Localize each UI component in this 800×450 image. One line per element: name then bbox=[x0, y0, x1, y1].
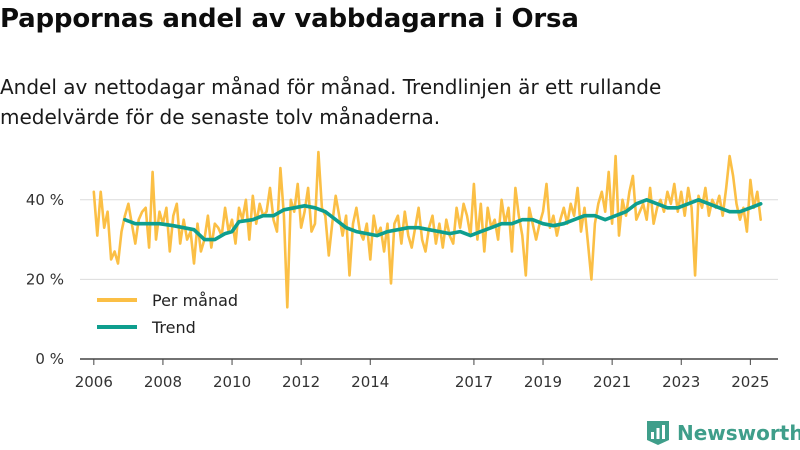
y-axis: 0 % 20 % 40 % bbox=[26, 191, 64, 368]
x-tick-label: 2010 bbox=[213, 373, 251, 391]
y-tick-label: 0 % bbox=[35, 350, 64, 368]
y-tick-label: 20 % bbox=[26, 270, 64, 288]
x-tick-label: 2023 bbox=[662, 373, 700, 391]
x-tick-label: 2021 bbox=[593, 373, 631, 391]
brand[interactable]: Newsworthy bbox=[645, 420, 800, 446]
legend-label-trend: Trend bbox=[151, 318, 196, 337]
series-line-trend bbox=[123, 198, 763, 242]
x-tick-label: 2012 bbox=[282, 373, 320, 391]
legend: Per månad Trend bbox=[97, 291, 238, 337]
chart-title: Pappornas andel av vabbdagarna i Orsa bbox=[0, 4, 579, 34]
brand-name: Newsworthy bbox=[677, 421, 800, 445]
chart-subtitle: Andel av nettodagar månad för månad. Tre… bbox=[0, 75, 662, 129]
x-tick-label: 2014 bbox=[351, 373, 389, 391]
x-tick-label: 2008 bbox=[144, 373, 182, 391]
series-line-monthly bbox=[92, 150, 762, 309]
newsworthy-logo-icon bbox=[647, 421, 669, 445]
legend-label-monthly: Per månad bbox=[152, 291, 238, 310]
x-tick-label: 2019 bbox=[524, 373, 562, 391]
y-tick-label: 40 % bbox=[26, 191, 64, 209]
chart-area: 0 % 20 % 40 % 2006 2008 2010 2012 2014 2017 2019… bbox=[26, 150, 778, 391]
plot-series bbox=[92, 150, 763, 309]
x-tick-label: 2017 bbox=[455, 373, 493, 391]
x-tick-label: 2006 bbox=[75, 373, 113, 391]
gridlines bbox=[80, 199, 778, 280]
x-axis: 2006 2008 2010 2012 2014 2017 2019 2021 2023 2025 bbox=[75, 358, 778, 391]
x-tick-label: 2025 bbox=[731, 373, 769, 391]
